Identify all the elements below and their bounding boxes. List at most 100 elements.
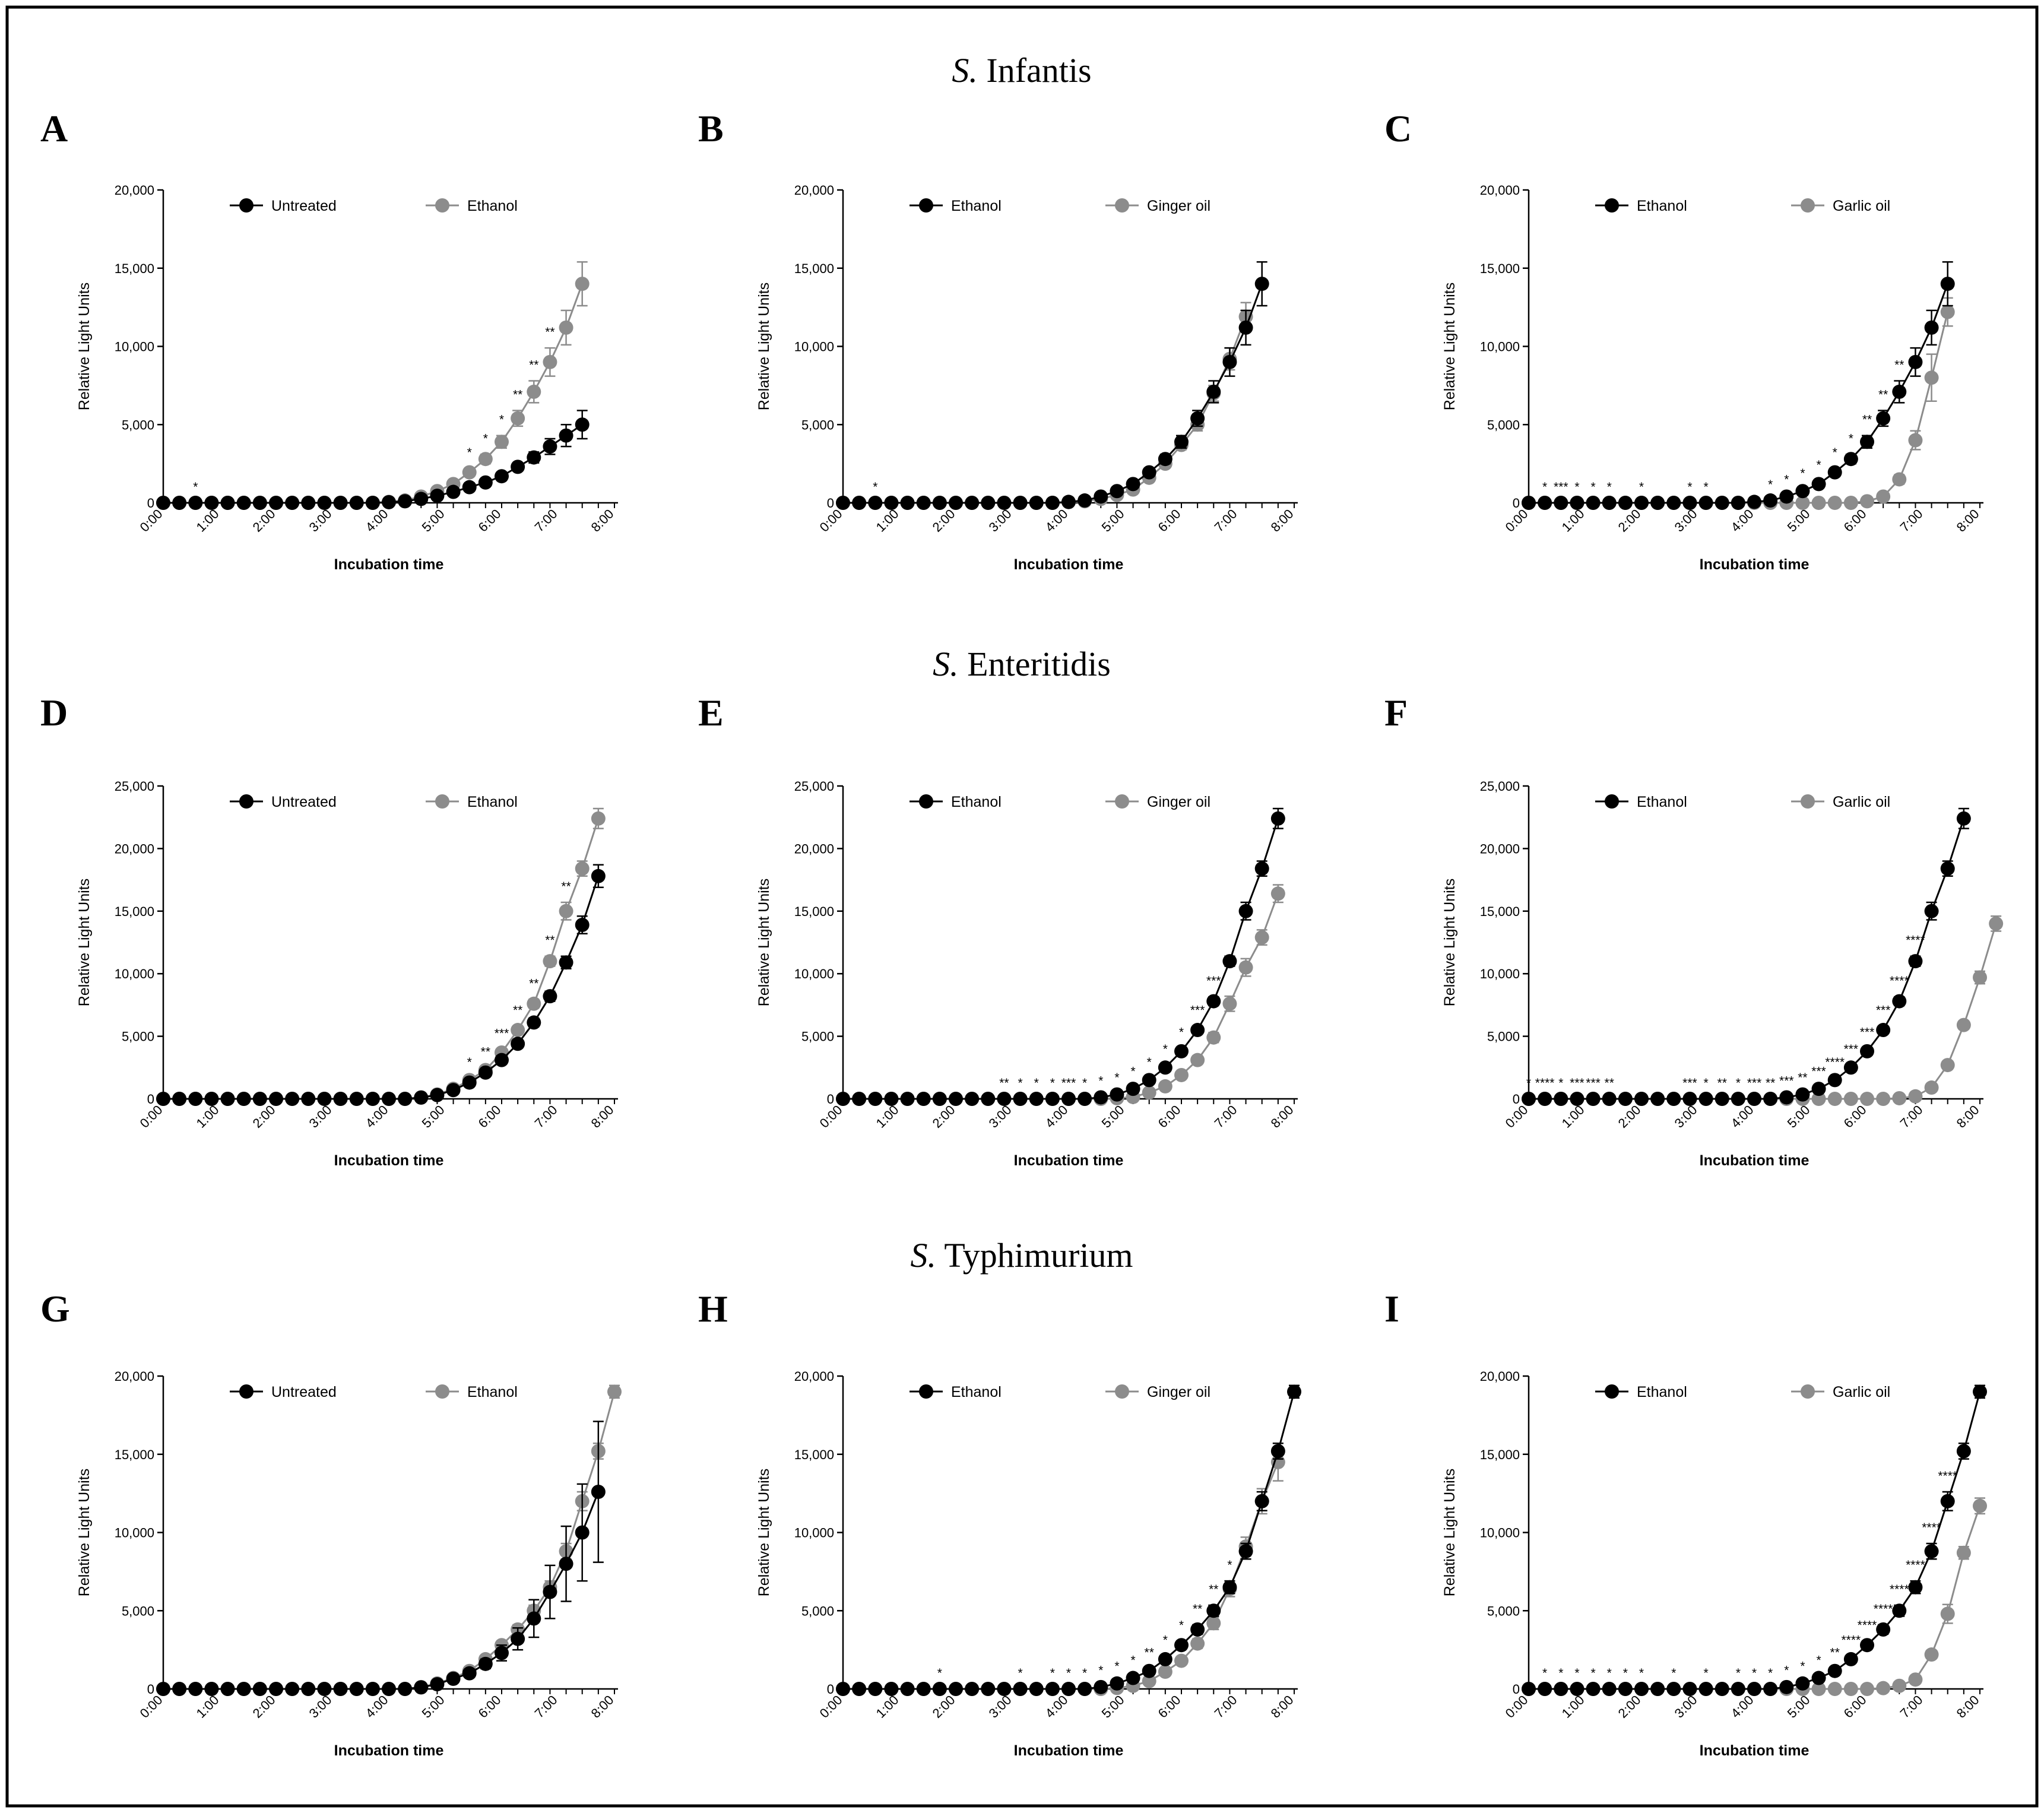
data-point (965, 1682, 980, 1696)
legend-marker (1605, 1384, 1619, 1399)
data-point (1876, 1622, 1891, 1637)
data-point (156, 496, 170, 510)
data-point (1860, 1092, 1874, 1106)
legend-label: Ginger oil (1147, 1384, 1210, 1400)
significance-marker: * (1736, 1666, 1741, 1680)
y-tick-label: 0 (1513, 1092, 1520, 1107)
data-point (1142, 1673, 1156, 1688)
data-point (1795, 1087, 1810, 1102)
significance-marker: * (1752, 1666, 1757, 1680)
data-point (204, 1682, 219, 1696)
data-point (430, 1088, 445, 1102)
data-point (1666, 496, 1681, 510)
data-point (1892, 994, 1907, 1009)
data-point (1811, 1082, 1826, 1096)
series-ethanol (836, 1384, 1301, 1696)
data-point (511, 1023, 525, 1038)
data-point (1827, 1682, 1842, 1696)
y-tick-label: 10,000 (1480, 1526, 1520, 1541)
data-point (156, 1682, 170, 1696)
data-point (1908, 954, 1923, 969)
data-point (1045, 1682, 1060, 1696)
data-point (1989, 916, 2004, 931)
data-point (1763, 1682, 1778, 1696)
data-point (1908, 354, 1923, 369)
data-point (1270, 886, 1285, 901)
data-point (1715, 1092, 1729, 1106)
data-point (1586, 496, 1601, 510)
legend-label: Ethanol (951, 198, 1002, 214)
data-point (1827, 1663, 1842, 1678)
data-point (478, 475, 493, 490)
significance-marker: ** (1862, 413, 1872, 427)
data-point (1779, 1679, 1794, 1694)
y-tick-label: 15,000 (115, 904, 154, 919)
data-point (1142, 1073, 1156, 1088)
data-point (575, 861, 590, 876)
significance-marker: **** (1842, 1634, 1861, 1647)
data-point (188, 1682, 203, 1696)
data-point (1650, 1682, 1665, 1696)
significance-marker: * (1607, 1666, 1612, 1680)
data-point (575, 417, 590, 432)
data-point (1158, 452, 1172, 467)
y-axis-title: Relative Light Units (1441, 1469, 1458, 1596)
data-point (1811, 496, 1826, 510)
data-point (333, 1092, 348, 1106)
data-point (1206, 1030, 1221, 1045)
legend-marker (1605, 198, 1619, 213)
x-axis-title: Incubation time (334, 1742, 444, 1759)
significance-marker: **** (1906, 1558, 1925, 1572)
data-point (1747, 1682, 1761, 1696)
data-point (1206, 384, 1221, 399)
data-point (511, 411, 525, 426)
significance-marker: * (1558, 1076, 1563, 1090)
significance-marker: * (1816, 458, 1821, 472)
significance-marker: **** (1874, 1602, 1893, 1616)
data-point (1570, 496, 1585, 510)
y-tick-label: 5,000 (801, 1603, 834, 1618)
significance-marker: * (1098, 1074, 1103, 1088)
data-point (1698, 1092, 1713, 1106)
series-line (163, 1491, 600, 1690)
data-point (1924, 1544, 1939, 1559)
data-point (1190, 1636, 1205, 1651)
y-tick-label: 0 (827, 1092, 834, 1107)
x-axis-title: Incubation time (1014, 556, 1124, 573)
significance-marker: * (1179, 1026, 1184, 1039)
significance-marker: *** (1747, 1076, 1762, 1090)
significance-marker: **** (1535, 1076, 1555, 1090)
significance-marker: * (1574, 480, 1579, 494)
data-point (188, 1092, 203, 1106)
data-point (478, 1065, 493, 1080)
significance-marker: * (193, 480, 198, 494)
data-point (997, 496, 1012, 510)
data-point (1924, 320, 1939, 335)
data-point (981, 496, 996, 510)
significance-marker: ** (1145, 1646, 1154, 1660)
legend-marker (1801, 1384, 1815, 1399)
data-point (382, 1092, 396, 1106)
y-tick-label: 20,000 (115, 1369, 154, 1384)
legend-label: Ethanol (951, 794, 1002, 810)
data-point (172, 496, 187, 510)
data-point (462, 480, 477, 495)
data-point (527, 996, 541, 1011)
data-point (1892, 1091, 1907, 1105)
data-point (495, 1646, 509, 1660)
data-point (1731, 1092, 1745, 1106)
data-point (1779, 1090, 1794, 1105)
data-point (365, 1682, 380, 1696)
y-tick-label: 15,000 (115, 261, 154, 276)
y-tick-label: 15,000 (1480, 904, 1520, 919)
legend-label: Ethanol (467, 198, 518, 214)
data-point (981, 1092, 996, 1106)
y-tick-label: 0 (147, 496, 154, 511)
y-tick-label: 15,000 (794, 261, 834, 276)
y-tick-label: 15,000 (1480, 261, 1520, 276)
data-point (1126, 1671, 1140, 1685)
legend-marker (919, 1384, 933, 1399)
data-point (1206, 994, 1221, 1009)
data-point (236, 1682, 251, 1696)
significance-marker: * (1703, 1076, 1708, 1090)
